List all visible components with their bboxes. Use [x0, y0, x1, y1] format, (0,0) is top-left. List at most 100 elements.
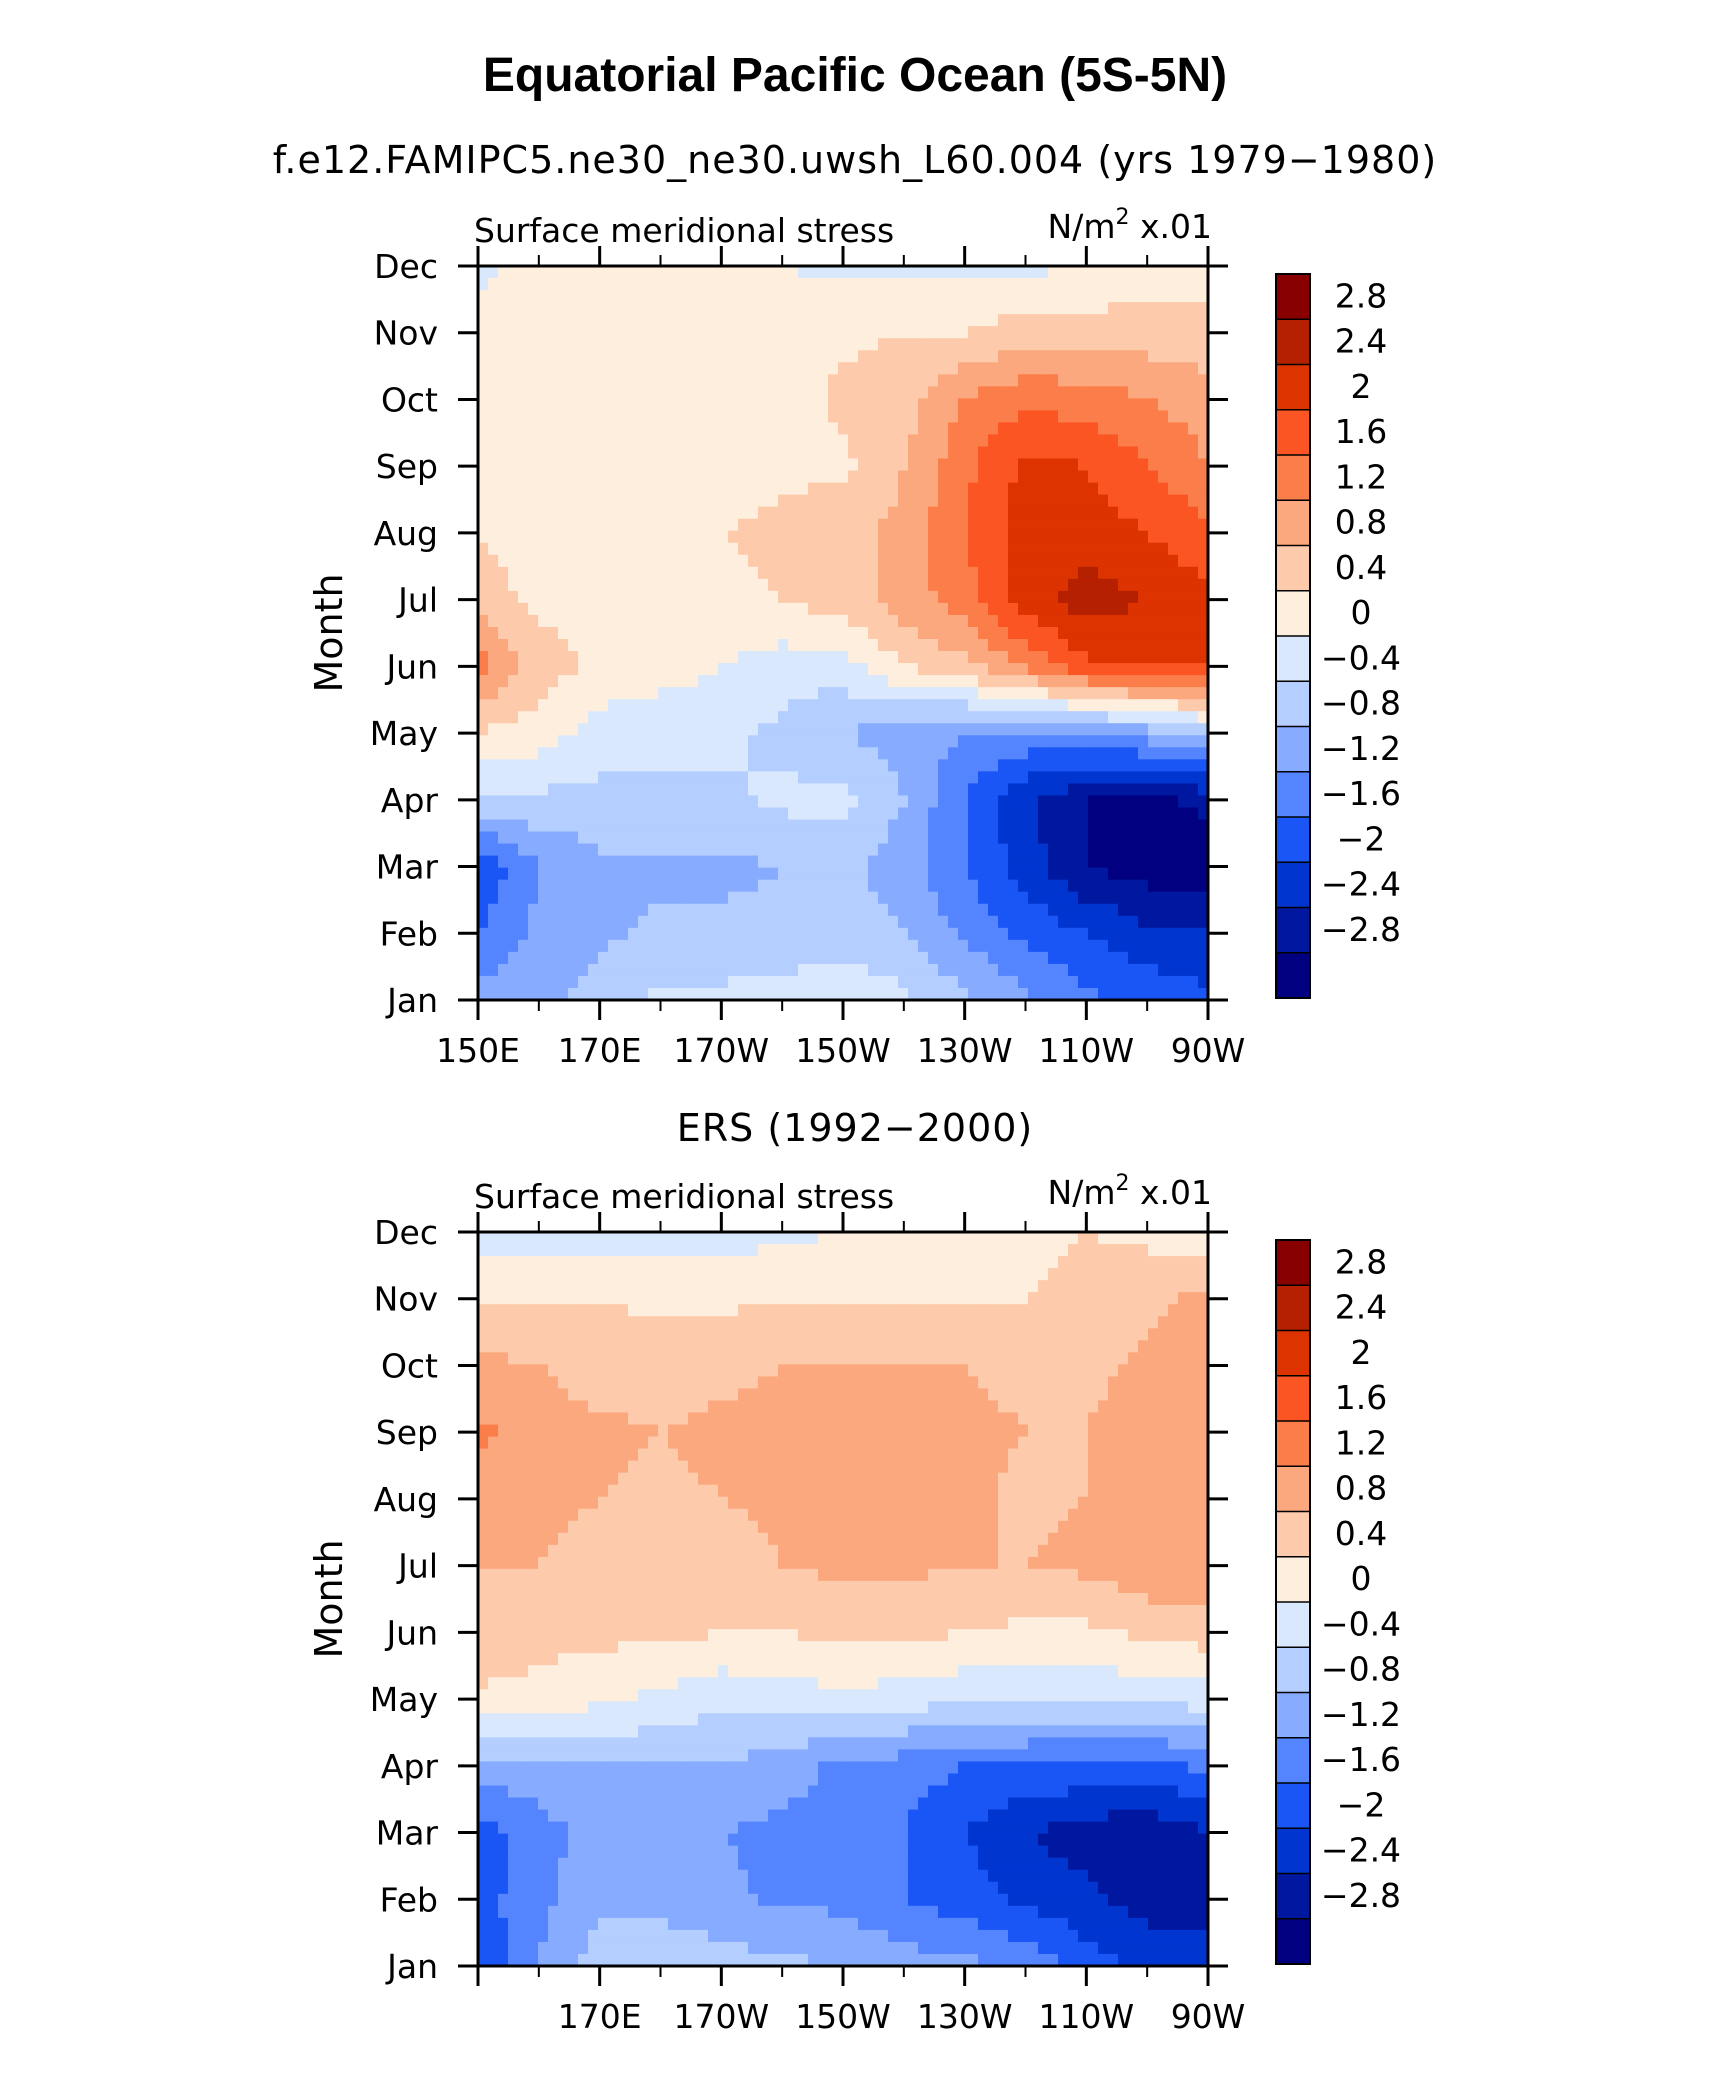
contour-cell — [758, 278, 769, 291]
contour-cell — [878, 566, 889, 580]
contour-cell — [738, 266, 749, 279]
contour-cell — [588, 470, 599, 484]
contour-cell — [1178, 939, 1189, 953]
contour-cell — [708, 614, 719, 628]
contour-cell — [618, 554, 629, 568]
contour-cell — [828, 578, 839, 592]
contour-cell — [808, 975, 819, 989]
contour-cell — [698, 458, 709, 472]
contour-cell — [1148, 879, 1159, 893]
contour-cell — [1178, 819, 1189, 833]
contour-cell — [508, 470, 519, 484]
contour-cell — [1098, 326, 1109, 339]
contour-cell — [1098, 807, 1109, 821]
contour-cell — [1138, 831, 1149, 845]
contour-cell — [918, 446, 929, 460]
contour-cell — [818, 566, 829, 580]
contour-cell — [918, 735, 929, 748]
contour-cell — [498, 975, 509, 989]
contour-cell — [1128, 903, 1139, 917]
contour-cell — [1138, 494, 1149, 508]
contour-cell — [628, 819, 639, 833]
contour-cell — [918, 350, 929, 363]
contour-cell — [1118, 362, 1129, 375]
contour-cell — [808, 783, 819, 797]
contour-cell — [578, 795, 589, 809]
contour-cell — [928, 927, 939, 941]
contour-cell — [1168, 675, 1179, 688]
contour-cell — [1028, 747, 1039, 760]
contour-cell — [498, 747, 509, 760]
contour-cell — [738, 735, 749, 748]
contour-cell — [818, 867, 829, 881]
contour-cell — [828, 314, 839, 327]
contour-cell — [1028, 1256, 1039, 1269]
contour-cell — [628, 350, 639, 363]
contour-cell — [688, 1280, 699, 1293]
contour-cell — [1138, 506, 1149, 520]
contour-cell — [1198, 759, 1208, 772]
contour-cell — [998, 338, 1009, 351]
contour-cell — [528, 987, 539, 1000]
contour-cell — [1108, 747, 1119, 760]
contour-cell — [738, 807, 749, 821]
contour-cell — [1058, 651, 1069, 664]
contour-cell — [858, 915, 869, 929]
contour-cell — [558, 314, 569, 327]
contour-cell — [518, 807, 529, 821]
contour-cell — [838, 410, 849, 424]
contour-cell — [488, 903, 499, 917]
contour-cell — [548, 398, 559, 411]
contour-cell — [1038, 446, 1049, 460]
contour-cell — [1098, 771, 1109, 785]
contour-cell — [1188, 506, 1199, 520]
contour-cell — [1018, 386, 1029, 399]
contour-cell — [638, 639, 649, 652]
contour-cell — [518, 302, 529, 315]
contour-cell — [898, 626, 909, 640]
contour-cell — [1008, 783, 1019, 797]
contour-cell — [668, 446, 679, 460]
contour-cell — [598, 530, 609, 544]
contour-cell — [978, 614, 989, 628]
contour-cell — [548, 1268, 559, 1281]
contour-cell — [1098, 470, 1109, 484]
contour-cell — [488, 867, 499, 881]
contour-cell — [568, 398, 579, 411]
contour-cell — [1118, 566, 1129, 580]
contour-cell — [648, 867, 659, 881]
contour-cell — [628, 530, 639, 544]
contour-cell — [978, 819, 989, 833]
contour-cell — [1008, 542, 1019, 556]
contour-cell — [628, 614, 639, 628]
contour-cell — [578, 446, 589, 460]
contour-cell — [988, 939, 999, 953]
contour-cell — [1018, 614, 1029, 628]
contour-cell — [898, 831, 909, 845]
contour-cell — [918, 951, 929, 965]
contour-cell — [798, 470, 809, 484]
contour-cell — [918, 494, 929, 508]
contour-cell — [598, 494, 609, 508]
contour-cell — [548, 699, 559, 712]
contour-cell — [548, 759, 559, 772]
contour-cell — [568, 735, 579, 748]
contour-cell — [1178, 759, 1189, 772]
contour-cell — [668, 687, 679, 700]
contour-cell — [898, 819, 909, 833]
contour-cell — [478, 843, 489, 857]
contour-cell — [1058, 554, 1069, 568]
contour-cell — [1198, 626, 1208, 640]
contour-cell — [748, 266, 759, 279]
contour-cell — [498, 687, 509, 700]
contour-cell — [718, 1244, 729, 1257]
contour-cell — [598, 506, 609, 520]
contour-cell — [948, 326, 959, 339]
contour-cell — [758, 903, 769, 917]
contour-cell — [908, 530, 919, 544]
contour-cell — [668, 506, 679, 520]
contour-cell — [1098, 963, 1109, 977]
contour-cell — [708, 1268, 719, 1281]
contour-cell — [1108, 554, 1119, 568]
contour-cell — [858, 470, 869, 484]
